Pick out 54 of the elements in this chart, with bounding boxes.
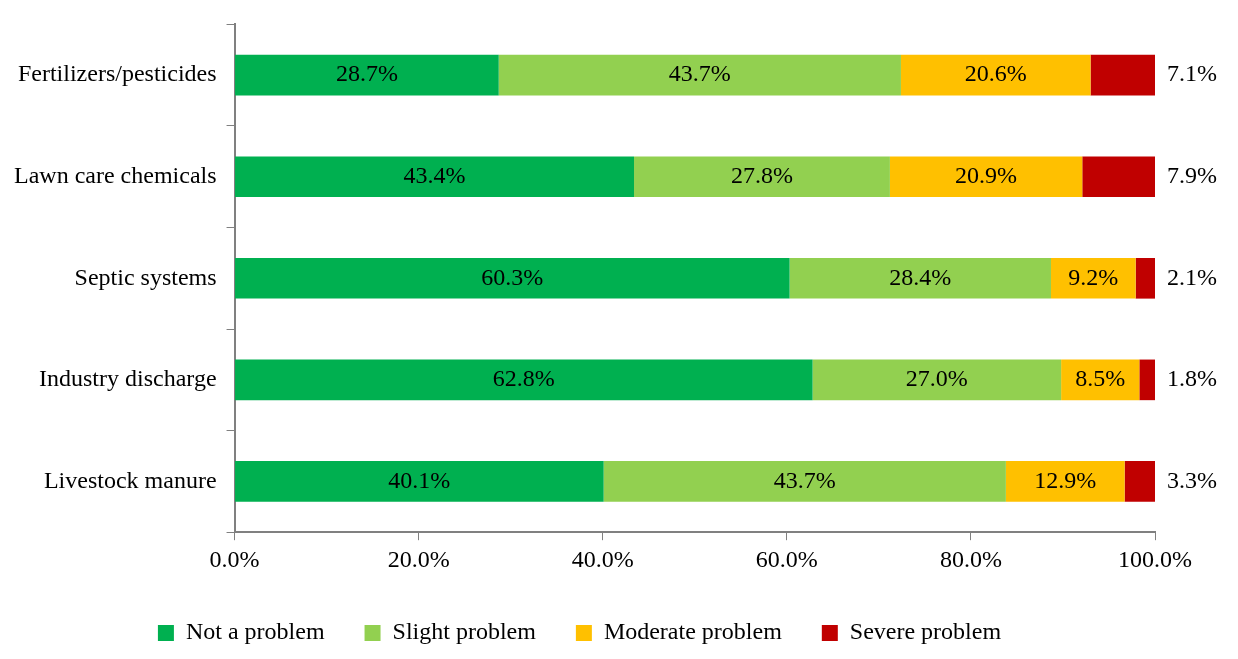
bar <box>889 156 1083 198</box>
x-tick-label: 60.0% <box>755 545 818 572</box>
data-label: 3.3% <box>1167 466 1217 493</box>
bar <box>498 54 901 96</box>
x-tick-label: 80.0% <box>939 545 1002 572</box>
bar <box>789 257 1051 299</box>
data-label: 60.3% <box>481 263 544 290</box>
data-label: 12.9% <box>1034 466 1097 493</box>
bar <box>235 359 813 401</box>
data-label: 28.7% <box>335 60 398 87</box>
bar <box>1139 359 1155 401</box>
data-label: 9.2% <box>1068 263 1119 290</box>
bar <box>1050 257 1136 299</box>
y-tick-label: Livestock manure <box>43 466 217 493</box>
data-label: 20.9% <box>955 162 1018 189</box>
y-tick-label: Industry discharge <box>39 365 217 392</box>
y-tick-label: Lawn care chemicals <box>14 162 217 189</box>
bar <box>634 156 890 198</box>
bar <box>235 257 790 299</box>
data-label: 2.1% <box>1167 263 1217 290</box>
data-label: 20.6% <box>964 60 1027 87</box>
data-label: 27.0% <box>905 365 968 392</box>
bar <box>1090 54 1155 96</box>
bar <box>1082 156 1155 198</box>
x-tick-label: 0.0% <box>209 545 260 572</box>
bar <box>1124 461 1155 502</box>
data-label: 43.4% <box>403 162 466 189</box>
data-label: 43.7% <box>668 60 731 87</box>
data-label: 7.1% <box>1167 60 1217 87</box>
bar <box>235 54 499 96</box>
x-tick-label: 20.0% <box>387 545 450 572</box>
legend-label: Severe problem <box>849 618 1002 645</box>
data-label: 43.7% <box>773 466 836 493</box>
x-tick-label: 40.0% <box>571 545 634 572</box>
bar <box>235 156 635 198</box>
data-label: 27.8% <box>730 162 793 189</box>
data-label: 40.1% <box>388 466 451 493</box>
bar <box>603 461 1006 502</box>
bar <box>1005 461 1125 502</box>
bar <box>1135 257 1155 299</box>
legend-label: Not a problem <box>185 618 325 645</box>
data-label: 7.9% <box>1167 162 1217 189</box>
data-label: 1.8% <box>1167 365 1217 392</box>
y-tick-label: Fertilizers/pesticides <box>17 60 217 87</box>
y-tick-label: Septic systems <box>74 263 217 290</box>
data-label: 8.5% <box>1075 365 1126 392</box>
legend-label: Moderate problem <box>603 618 783 645</box>
data-label: 62.8% <box>492 365 555 392</box>
bar <box>235 461 604 502</box>
legend-label: Slight problem <box>392 618 537 645</box>
bar <box>900 54 1091 96</box>
bar <box>812 359 1062 401</box>
data-label: 28.4% <box>889 263 952 290</box>
x-tick-label: 100.0% <box>1118 545 1192 572</box>
